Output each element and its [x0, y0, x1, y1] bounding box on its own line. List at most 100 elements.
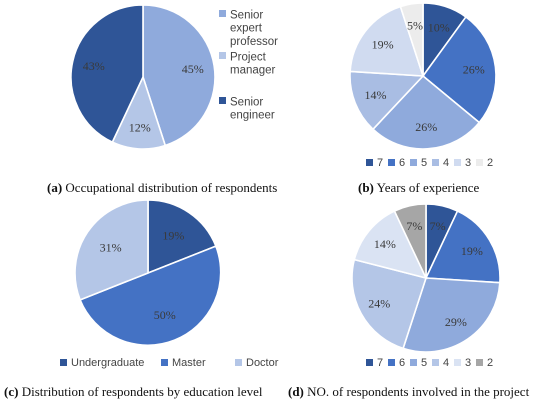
legend-item: 7 [366, 357, 383, 369]
legend-item: Doctor [235, 357, 279, 369]
legend-label: 6 [399, 157, 405, 169]
legend-swatch [432, 159, 439, 166]
data-label: 50% [154, 308, 176, 322]
data-label: 10% [428, 20, 450, 34]
pie-slice [70, 4, 144, 144]
legend-item: 5 [410, 357, 427, 369]
pie-slice [349, 5, 425, 77]
legend-label: Senior engineer [230, 96, 275, 121]
pie-chart-0: 45% 12% 43% [70, 4, 216, 150]
pie-slice [421, 15, 497, 124]
legend-label: 5 [421, 157, 427, 169]
legend-item: 2 [476, 157, 493, 169]
pie-slice [424, 209, 501, 284]
caption-d-label: (d) [288, 384, 304, 399]
legend-swatch [235, 359, 242, 366]
legend-item: 7 [366, 157, 383, 169]
legend-swatch [388, 359, 395, 366]
data-label: 14% [374, 237, 396, 251]
legend-item: 4 [432, 157, 449, 169]
legend-item: Undergraduate [60, 357, 144, 369]
legend-swatch [219, 10, 226, 17]
caption-a-label: (a) [47, 180, 63, 195]
data-label: 26% [415, 120, 437, 134]
data-label: 24% [368, 297, 390, 311]
legend-label: 7 [377, 357, 383, 369]
legend-label: 4 [443, 357, 449, 369]
caption-b-text: Years of experience [376, 180, 480, 195]
caption-a: (a) Occupational distribution of respond… [47, 180, 277, 196]
legend-0: Senior expert professor Project manager Senio… [219, 9, 278, 122]
caption-b: (b) Years of experience [358, 180, 479, 196]
legend-label: 5 [421, 357, 427, 369]
legend-swatch [60, 359, 67, 366]
pie-slice [393, 203, 427, 279]
legend-label: Doctor [246, 357, 279, 369]
caption-d-text: NO. of respondents involved in the proje… [307, 384, 530, 399]
legend-swatch [366, 359, 373, 366]
legend-label: 3 [465, 357, 471, 369]
legend-label: Project manager [230, 51, 276, 76]
legend-label: 7 [377, 157, 383, 169]
legend-label: 6 [399, 357, 405, 369]
pie-slice [147, 199, 217, 275]
pie-slice [353, 209, 428, 280]
caption-b-label: (b) [358, 180, 374, 195]
legend-1: 7 6 5 4 3 2 [366, 157, 493, 169]
data-label: 19% [162, 229, 184, 243]
pie-slice [79, 245, 222, 347]
legend-label: Master [172, 357, 206, 369]
data-label: 43% [83, 59, 105, 73]
pie-chart-2: 19% 50% 31% [74, 199, 222, 347]
caption-a-text: Occupational distribution of respondents [65, 180, 278, 195]
legend-label: 3 [465, 157, 471, 169]
data-label: 31% [100, 241, 122, 255]
caption-c: (c) Distribution of respondents by educa… [4, 384, 263, 400]
pie-slice [371, 74, 481, 150]
pie-slice [399, 2, 424, 77]
legend-swatch [366, 159, 373, 166]
legend-swatch [476, 359, 483, 366]
legend-item: 3 [454, 157, 471, 169]
legend-item: Project manager [219, 51, 276, 77]
legend-2: Undergraduate Master Doctor [60, 357, 279, 369]
data-label: 19% [372, 38, 394, 52]
pie-slice [74, 199, 149, 301]
data-label: 5% [407, 19, 423, 33]
data-label: 19% [461, 244, 483, 258]
legend-item: 3 [454, 357, 471, 369]
pie-slice [351, 258, 428, 350]
legend-item: 2 [476, 357, 493, 369]
pie-chart-1: 10% 26% 26% 14% 19% 5% [349, 2, 497, 150]
legend-swatch [388, 159, 395, 166]
legend-3: 7 6 5 4 3 2 [366, 357, 493, 369]
caption-c-label: (c) [4, 384, 19, 399]
legend-label: 4 [443, 157, 449, 169]
pie-chart-3: 7% 19% 29% 24% 14% 7% [351, 203, 501, 353]
data-label: 7% [430, 219, 446, 233]
legend-item: Senior engineer [219, 96, 275, 122]
legend-label: 2 [487, 357, 493, 369]
legend-swatch [410, 359, 417, 366]
legend-label: Undergraduate [71, 357, 144, 369]
caption-c-text: Distribution of respondents by education… [21, 384, 263, 399]
caption-d: (d) NO. of respondents involved in the p… [288, 384, 529, 400]
legend-swatch [219, 52, 226, 59]
data-label: 12% [129, 120, 151, 134]
legend-swatch [219, 97, 226, 104]
legend-swatch [454, 159, 461, 166]
legend-swatch [454, 359, 461, 366]
legend-item: 4 [432, 357, 449, 369]
legend-item: 6 [388, 357, 405, 369]
legend-swatch [476, 159, 483, 166]
data-label: 45% [182, 62, 204, 76]
legend-item: 6 [388, 157, 405, 169]
data-label: 14% [365, 88, 387, 102]
legend-label: Senior expert professor [230, 9, 278, 47]
legend-item: Master [161, 357, 206, 369]
legend-swatch [161, 359, 168, 366]
data-label: 7% [406, 219, 422, 233]
pie-slice [402, 277, 501, 353]
